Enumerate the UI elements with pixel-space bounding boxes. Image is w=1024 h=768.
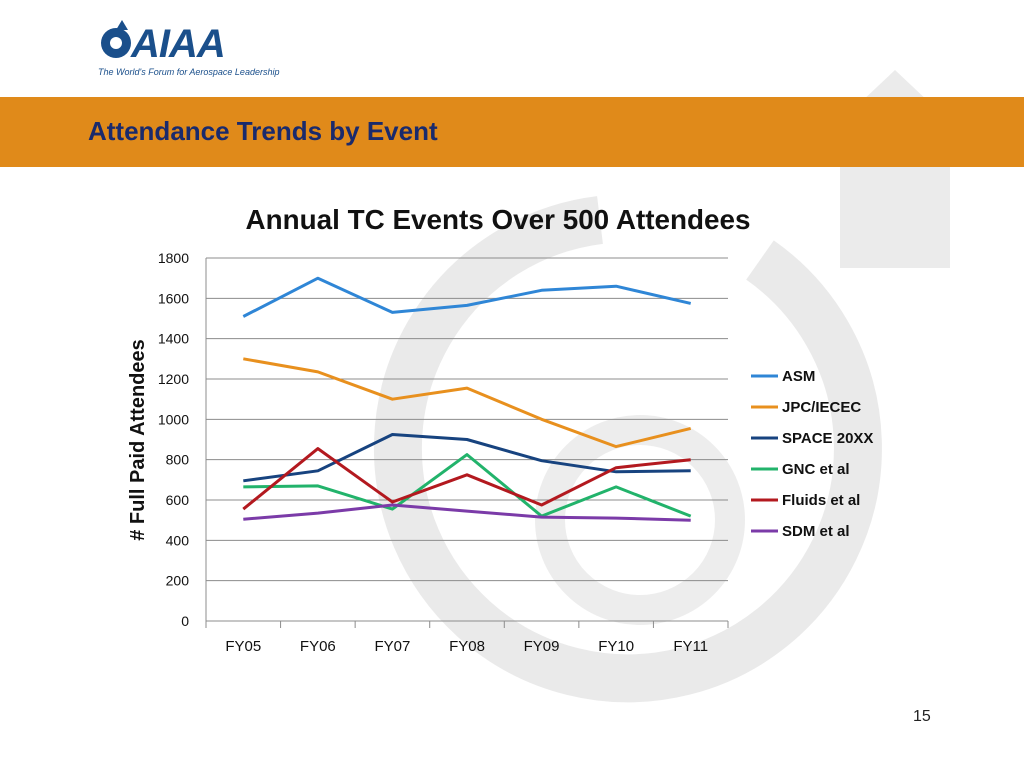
y-tick-label: 1000 <box>158 411 189 427</box>
logo-wordmark: AIAA <box>131 22 226 66</box>
aiaa-logo-icon <box>101 20 131 58</box>
title-banner <box>0 97 1024 167</box>
y-tick-label: 800 <box>166 452 190 468</box>
y-tick-label: 0 <box>181 613 189 629</box>
y-tick-label: 600 <box>166 492 190 508</box>
logo-tagline: The World's Forum for Aerospace Leadersh… <box>98 67 280 77</box>
y-axis-label: # Full Paid Attendees <box>127 339 149 541</box>
chart-title: Annual TC Events Over 500 Attendees <box>246 204 751 235</box>
y-tick-label: 400 <box>166 532 190 548</box>
series-line-sdm-et-al <box>243 503 691 522</box>
y-tick-label: 1200 <box>158 371 189 387</box>
x-tick-label: FY05 <box>225 638 261 655</box>
x-tick-label: FY07 <box>374 638 410 655</box>
y-tick-label: 1600 <box>158 290 189 306</box>
x-tick-label: FY10 <box>598 638 634 655</box>
legend-label: GNC et al <box>782 461 850 478</box>
legend-label: JPC/IECEC <box>782 399 861 416</box>
series-line-gnc-et-al <box>243 453 692 518</box>
y-tick-label: 1400 <box>158 331 189 347</box>
series-line-fluids-et-al <box>242 447 691 511</box>
legend-label: Fluids et al <box>782 492 860 509</box>
y-tick-label: 1800 <box>158 250 189 266</box>
x-tick-label: FY11 <box>673 638 708 655</box>
y-tick-label: 200 <box>166 573 190 589</box>
legend-label: ASM <box>782 368 815 385</box>
series-line-jpc-iecec <box>243 357 692 449</box>
x-tick-label: FY08 <box>449 638 485 655</box>
legend-label: SPACE 20XX <box>782 430 873 447</box>
series-line-asm <box>242 276 692 318</box>
x-tick-label: FY09 <box>524 638 560 655</box>
page-title: Attendance Trends by Event <box>88 116 438 146</box>
legend-label: SDM et al <box>782 523 850 540</box>
x-tick-label: FY06 <box>300 638 336 655</box>
page-number: 15 <box>913 708 931 725</box>
series-line-space-20xx <box>243 433 691 483</box>
